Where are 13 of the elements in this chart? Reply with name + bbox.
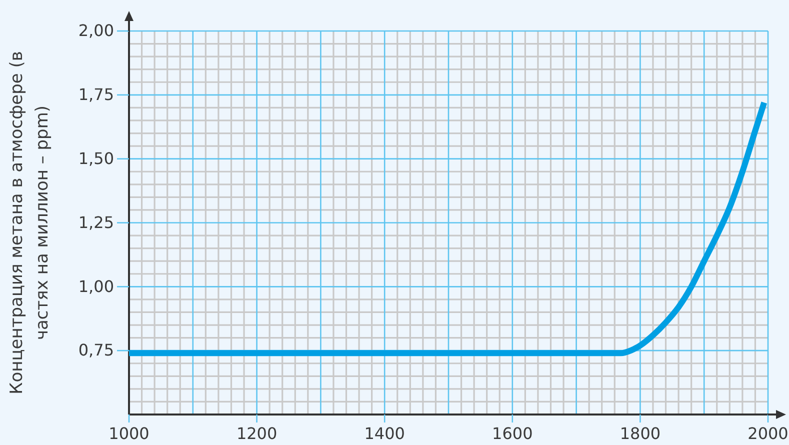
y-axis-title: Концентрация метана в атмосфере (в частях на миллион – ppm)	[7, 51, 52, 394]
x-tick-label: 1800	[620, 424, 661, 443]
x-tick-label: 1000	[108, 424, 150, 443]
y-tick-label: 1,25	[78, 212, 114, 232]
y-tick-label: 1,75	[78, 85, 114, 104]
y-tick-label: 0,75	[78, 340, 114, 360]
y-tick-label: 2,00	[78, 21, 114, 40]
y-tick-label: 1,00	[78, 276, 114, 296]
x-tick-label: 2000	[748, 424, 788, 443]
x-tick-label: 1400	[364, 424, 405, 443]
x-tick-label: 1600	[492, 424, 533, 443]
x-tick-label: 1200	[236, 424, 278, 443]
y-tick-label: 1,50	[78, 148, 114, 168]
